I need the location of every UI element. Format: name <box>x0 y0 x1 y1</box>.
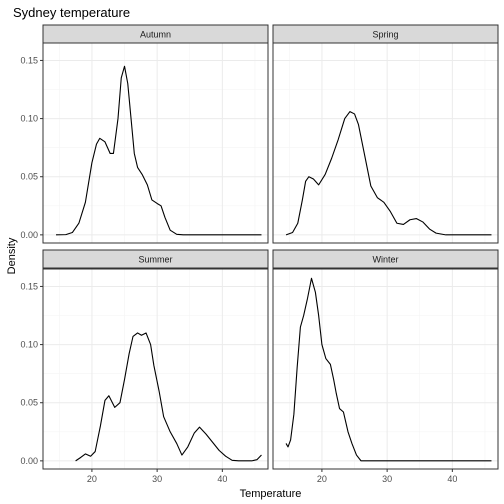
y-tick-label: 0.05 <box>20 398 38 408</box>
chart-title: Sydney temperature <box>13 5 130 20</box>
x-axis-title: Temperature <box>240 488 302 500</box>
x-tick-label: 40 <box>217 474 227 484</box>
y-tick-label: 0.15 <box>20 55 38 65</box>
y-tick-label: 0.00 <box>20 230 38 240</box>
y-tick-label: 0.15 <box>20 281 38 291</box>
facet-strip-summer <box>42 249 269 269</box>
x-tick-label: 30 <box>152 474 162 484</box>
facet-strip-winter <box>272 249 499 269</box>
facet-label-summer: Summer <box>138 255 172 265</box>
panel-background-autumn <box>43 43 268 243</box>
panel-background-winter <box>273 269 498 469</box>
y-tick-label: 0.10 <box>20 340 38 350</box>
density-line-autumn <box>56 65 262 236</box>
x-tick-label: 20 <box>317 474 327 484</box>
density-line-spring <box>285 111 492 236</box>
panel-background-summer <box>43 269 268 469</box>
y-tick-label: 0.00 <box>20 456 38 466</box>
panel-border-summer <box>42 268 269 470</box>
facet-label-spring: Spring <box>372 30 398 40</box>
facet-label-autumn: Autumn <box>140 30 171 40</box>
facet-label-winter: Winter <box>372 255 398 265</box>
x-tick-label: 20 <box>87 474 97 484</box>
density-line-summer <box>75 332 262 462</box>
panel-border-winter <box>272 268 499 470</box>
panel-border-autumn <box>42 42 269 244</box>
y-axis-title: Density <box>6 237 18 274</box>
x-tick-label: 40 <box>447 474 457 484</box>
x-tick-label: 30 <box>382 474 392 484</box>
density-line-winter <box>285 277 492 462</box>
y-tick-label: 0.05 <box>20 172 38 182</box>
panel-background-spring <box>273 43 498 243</box>
y-tick-label: 0.10 <box>20 114 38 124</box>
panel-border-spring <box>272 42 499 244</box>
